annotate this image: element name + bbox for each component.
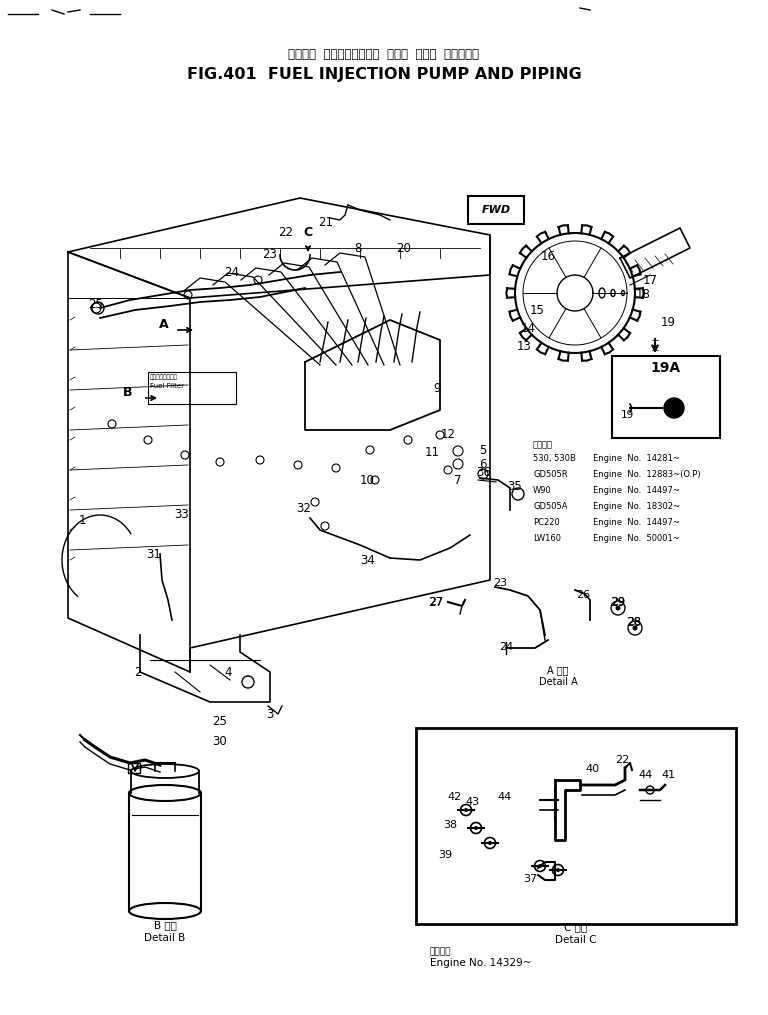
Text: 40: 40 bbox=[585, 764, 599, 774]
Text: 31: 31 bbox=[147, 547, 161, 560]
Text: 13: 13 bbox=[517, 340, 531, 353]
Text: Engine  No.  14281~: Engine No. 14281~ bbox=[593, 454, 680, 463]
Text: 34: 34 bbox=[360, 553, 376, 566]
Circle shape bbox=[464, 808, 468, 812]
Text: W90: W90 bbox=[533, 486, 551, 495]
Bar bbox=[612, 356, 720, 438]
Text: 23: 23 bbox=[493, 578, 507, 588]
Text: 26: 26 bbox=[576, 590, 590, 600]
Text: GD505R: GD505R bbox=[533, 470, 568, 479]
Text: 17: 17 bbox=[643, 273, 657, 286]
Text: 9: 9 bbox=[433, 382, 441, 395]
Text: 42: 42 bbox=[448, 792, 462, 802]
Text: 4: 4 bbox=[224, 666, 232, 678]
Text: 29: 29 bbox=[611, 597, 625, 607]
Text: 44: 44 bbox=[639, 770, 653, 780]
Text: 7: 7 bbox=[454, 474, 462, 486]
Text: B: B bbox=[123, 386, 133, 399]
Text: 16: 16 bbox=[541, 251, 555, 264]
Text: Fuel Filter: Fuel Filter bbox=[150, 383, 184, 389]
Text: A 詳細: A 詳細 bbox=[548, 665, 569, 675]
Text: C 詳細: C 詳細 bbox=[564, 922, 588, 932]
Circle shape bbox=[474, 826, 478, 830]
Text: 39: 39 bbox=[438, 850, 452, 860]
Bar bbox=[468, 196, 524, 224]
Text: 44: 44 bbox=[498, 792, 512, 802]
Text: 22: 22 bbox=[615, 755, 629, 765]
Text: LW160: LW160 bbox=[533, 534, 561, 543]
Text: 19: 19 bbox=[621, 410, 634, 420]
Text: GD505A: GD505A bbox=[533, 502, 568, 511]
Text: 28: 28 bbox=[627, 615, 641, 628]
Text: Engine  No.  14497~: Engine No. 14497~ bbox=[593, 518, 680, 527]
Text: A: A bbox=[159, 319, 169, 332]
Text: フュエルフィルタ: フュエルフィルタ bbox=[150, 375, 178, 380]
Text: 14: 14 bbox=[521, 322, 535, 335]
Text: 27: 27 bbox=[429, 597, 443, 607]
Text: 36: 36 bbox=[477, 467, 492, 479]
Text: Detail A: Detail A bbox=[538, 677, 578, 687]
Circle shape bbox=[556, 868, 560, 872]
Text: Engine  No.  50001~: Engine No. 50001~ bbox=[593, 534, 680, 543]
Text: Engine No. 14329~: Engine No. 14329~ bbox=[430, 958, 531, 968]
Text: Engine  No.  12883~(O.P): Engine No. 12883~(O.P) bbox=[593, 470, 700, 479]
Text: FIG.401  FUEL INJECTION PUMP AND PIPING: FIG.401 FUEL INJECTION PUMP AND PIPING bbox=[187, 67, 581, 81]
Text: 2: 2 bbox=[134, 666, 142, 678]
Text: 24: 24 bbox=[499, 642, 513, 652]
Text: 25: 25 bbox=[213, 715, 227, 728]
Text: Detail B: Detail B bbox=[144, 933, 186, 943]
Text: Engine  No.  14497~: Engine No. 14497~ bbox=[593, 486, 680, 495]
Text: 32: 32 bbox=[296, 501, 312, 515]
Text: 38: 38 bbox=[443, 820, 457, 830]
Text: 22: 22 bbox=[279, 225, 293, 239]
Text: B 詳細: B 詳細 bbox=[154, 920, 177, 930]
Text: 43: 43 bbox=[465, 797, 479, 807]
Circle shape bbox=[488, 841, 492, 845]
Bar bbox=[416, 728, 736, 924]
Text: 25: 25 bbox=[88, 297, 104, 311]
Text: PC220: PC220 bbox=[533, 518, 560, 527]
Circle shape bbox=[664, 398, 684, 418]
Circle shape bbox=[538, 864, 542, 868]
Text: C: C bbox=[303, 225, 313, 239]
Circle shape bbox=[633, 625, 637, 630]
Text: 5: 5 bbox=[479, 445, 487, 458]
Text: 12: 12 bbox=[441, 428, 455, 442]
Text: 10: 10 bbox=[359, 474, 375, 487]
Text: 8: 8 bbox=[354, 242, 362, 255]
Text: 27: 27 bbox=[429, 596, 443, 609]
Bar bbox=[128, 763, 140, 773]
Circle shape bbox=[615, 606, 621, 610]
Text: 1: 1 bbox=[78, 514, 86, 527]
Text: 適用号機: 適用号機 bbox=[533, 439, 553, 449]
Text: 11: 11 bbox=[425, 447, 439, 460]
Text: 21: 21 bbox=[319, 215, 333, 228]
Bar bbox=[148, 373, 236, 404]
Text: 29: 29 bbox=[611, 596, 625, 609]
Text: 19: 19 bbox=[660, 317, 676, 330]
Text: 6: 6 bbox=[479, 459, 487, 472]
Text: 23: 23 bbox=[263, 248, 277, 261]
Text: Detail C: Detail C bbox=[555, 935, 597, 945]
Text: フェエル  インジェクション  ポンプ  および  パイピング: フェエル インジェクション ポンプ および パイピング bbox=[289, 48, 479, 61]
Text: 35: 35 bbox=[508, 480, 522, 493]
Text: 15: 15 bbox=[530, 303, 545, 317]
Text: Engine  No.  18302~: Engine No. 18302~ bbox=[593, 502, 680, 511]
Text: 33: 33 bbox=[174, 509, 190, 522]
Text: 20: 20 bbox=[396, 242, 412, 255]
Text: 3: 3 bbox=[266, 707, 273, 721]
Text: 30: 30 bbox=[213, 735, 227, 748]
Text: 41: 41 bbox=[661, 770, 675, 780]
Text: FWD: FWD bbox=[482, 205, 511, 215]
Text: 28: 28 bbox=[627, 617, 641, 627]
Text: 24: 24 bbox=[224, 267, 240, 279]
Text: 適用号機: 適用号機 bbox=[430, 947, 452, 956]
Text: 19A: 19A bbox=[651, 361, 681, 375]
Text: 37: 37 bbox=[523, 874, 537, 884]
Text: 18: 18 bbox=[636, 288, 650, 301]
Text: 530, 530B: 530, 530B bbox=[533, 454, 576, 463]
